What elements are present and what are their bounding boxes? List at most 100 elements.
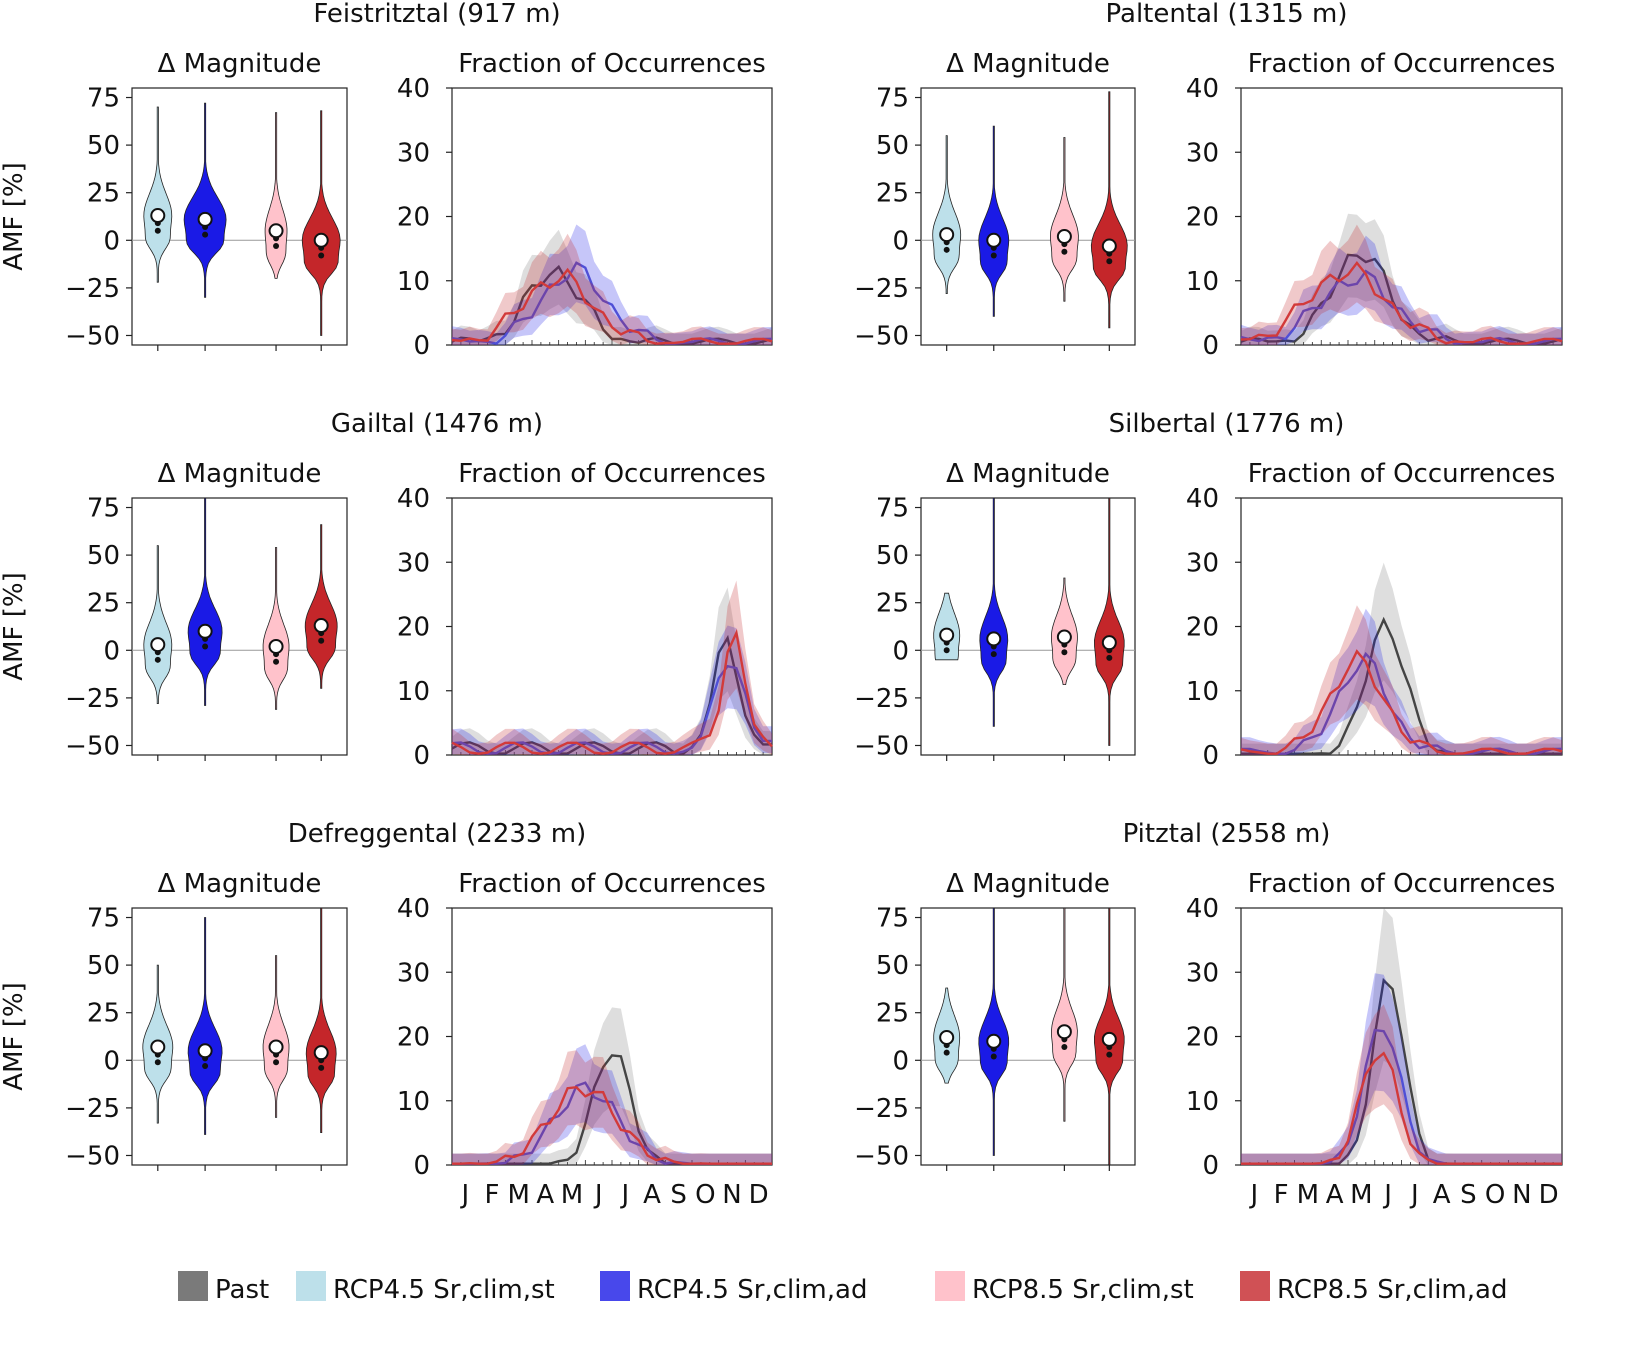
y-tick-label: −50	[854, 731, 909, 761]
y-tick-label: 0	[103, 1046, 120, 1076]
violin-body	[978, 125, 1010, 317]
violin-frame	[920, 907, 1136, 1166]
median-marker	[1101, 238, 1117, 254]
violin-body	[1049, 137, 1079, 302]
month-label: M	[1297, 1180, 1319, 1210]
month-label: S	[670, 1180, 687, 1210]
uncertainty-band	[1241, 973, 1562, 1165]
occurrence-title: Fraction of Occurrences	[1248, 869, 1556, 899]
y-tick-label: 50	[87, 131, 120, 161]
violin-frame	[131, 87, 348, 346]
median-marker	[268, 223, 284, 239]
violin-body	[933, 592, 961, 661]
median-marker	[1056, 1024, 1072, 1040]
uncertainty-band	[452, 625, 772, 755]
occurrence-plot: Fraction of Occurrences 0 10 20 30 40	[397, 459, 773, 771]
sample-dot	[1106, 1051, 1113, 1058]
violin-body	[979, 497, 1009, 727]
y-tick-label: 0	[103, 226, 120, 256]
y-tick-label: 40	[397, 484, 430, 514]
month-label: A	[1326, 1180, 1344, 1210]
median-marker	[939, 227, 955, 243]
occurrence-title: Fraction of Occurrences	[458, 459, 766, 489]
y-tick-label: 0	[103, 636, 120, 666]
month-label: O	[1485, 1180, 1505, 1210]
legend-item: RCP4.5 Sr,clim,st	[296, 1271, 555, 1305]
violin-body	[143, 106, 173, 283]
month-label: J	[619, 1180, 629, 1210]
occurrence-plot: Fraction of Occurrences 0 10 20 30 40	[1186, 459, 1563, 771]
y-tick-label: 30	[397, 958, 430, 988]
month-label: A	[536, 1180, 554, 1210]
legend: Past RCP4.5 Sr,clim,st RCP4.5 Sr,clim,ad RC…	[178, 1271, 1507, 1305]
mean-line	[452, 1085, 772, 1165]
mean-line	[1240, 260, 1563, 345]
violin-body	[301, 110, 341, 336]
y-tick-label: 30	[397, 138, 430, 168]
y-tick-label: −50	[854, 321, 909, 351]
median-marker	[150, 1039, 166, 1055]
y-tick-label: −25	[854, 1094, 909, 1124]
uncertainty-band	[452, 587, 772, 755]
site-title: Defreggental (2233 m)	[288, 819, 586, 849]
month-label: N	[1512, 1180, 1531, 1210]
month-label: O	[695, 1180, 715, 1210]
y-tick-label: 10	[397, 267, 430, 297]
violin-title: Δ Magnitude	[158, 459, 322, 489]
sample-dot	[318, 637, 325, 644]
median-marker	[197, 1043, 213, 1059]
violin-frame	[131, 907, 348, 1166]
mean-line	[1240, 649, 1563, 755]
y-tick-label: 50	[876, 131, 909, 161]
y-tick-label: −50	[65, 731, 120, 761]
panel-1: Feistritztal (917 m) Δ Magnitude 75 50 25 0 −2…	[0, 0, 773, 361]
sample-dot	[943, 246, 950, 253]
mean-line	[451, 261, 773, 345]
panel-6: Pitztal (2558 m) Δ Magnitude 75 50 25 0 −25 −50…	[854, 819, 1563, 1210]
y-tick-label: 10	[1186, 677, 1219, 707]
mean-line	[1240, 269, 1563, 345]
month-label: F	[1274, 1180, 1289, 1210]
violin-plot: Δ Magnitude 75 50 25 0 −25 −50 AMF [%]	[0, 869, 348, 1171]
y-tick-label: 75	[876, 84, 909, 114]
uncertainty-band	[1241, 213, 1562, 345]
median-marker	[1056, 228, 1072, 244]
y-tick-label: 20	[397, 1023, 430, 1053]
median-marker	[150, 208, 166, 224]
sample-dot	[1061, 649, 1068, 656]
legend-swatch	[1240, 1271, 1270, 1301]
violin-title: Δ Magnitude	[946, 49, 1110, 79]
month-label: S	[1460, 1180, 1477, 1210]
violin-frame	[920, 497, 1136, 756]
violin-body	[262, 955, 290, 1118]
violin-body	[264, 112, 288, 279]
site-title: Silbertal (1776 m)	[1109, 409, 1345, 439]
y-tick-label: 10	[397, 677, 430, 707]
uncertainty-band	[1241, 562, 1562, 755]
violin-title: Δ Magnitude	[158, 49, 322, 79]
median-marker	[268, 638, 284, 654]
y-tick-label: 30	[397, 548, 430, 578]
median-marker	[986, 631, 1002, 647]
y-tick-label: 75	[87, 904, 120, 934]
month-label: J	[593, 1180, 603, 1210]
sample-dot	[1061, 248, 1068, 255]
occurrence-title: Fraction of Occurrences	[1248, 459, 1556, 489]
median-marker	[313, 618, 329, 634]
violin-plot: Δ Magnitude 75 50 25 0 −25 −50	[854, 49, 1136, 351]
y-tick-label: 20	[1186, 1023, 1219, 1053]
violin-title: Δ Magnitude	[158, 869, 322, 899]
median-marker	[939, 627, 955, 643]
occurrence-plot: Fraction of Occurrences 0 10 20 30 40	[1186, 49, 1563, 361]
occurrence-plot: Fraction of Occurrences 0 10 20 30 40	[397, 49, 773, 361]
median-marker	[986, 1033, 1002, 1049]
occurrence-title: Fraction of Occurrences	[458, 869, 766, 899]
violin-plot: Δ Magnitude 75 50 25 0 −25 −50	[854, 869, 1136, 1171]
y-tick-label: 25	[87, 999, 120, 1029]
y-tick-label: −50	[854, 1141, 909, 1171]
y-tick-label: 0	[1202, 331, 1219, 361]
violin-body	[978, 907, 1010, 1156]
y-tick-label: 40	[1186, 894, 1219, 924]
